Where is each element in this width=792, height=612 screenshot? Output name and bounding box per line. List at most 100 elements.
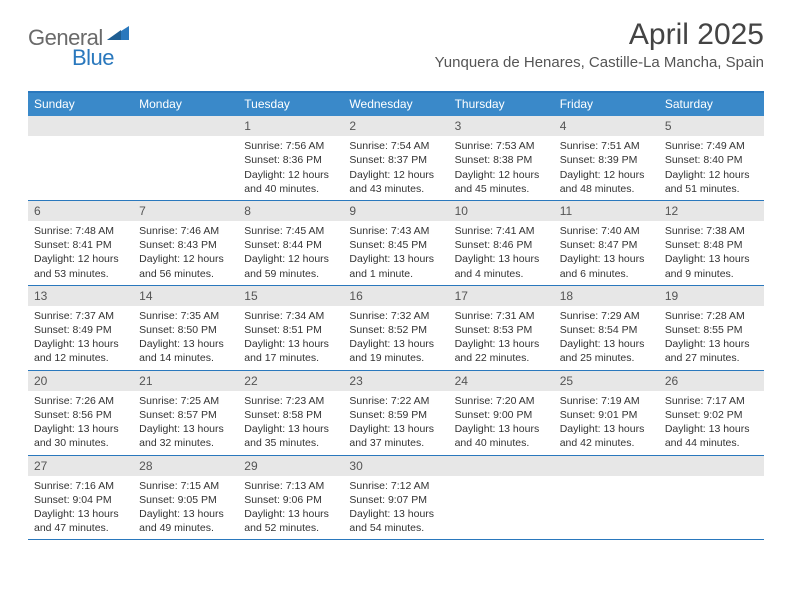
sunset-line: Sunset: 8:55 PM: [665, 323, 759, 337]
sunrise-line: Sunrise: 7:43 AM: [349, 224, 443, 238]
dow-header-sunday: Sunday: [28, 93, 133, 116]
sunrise-line: Sunrise: 7:20 AM: [455, 394, 549, 408]
week-row: 6Sunrise: 7:48 AMSunset: 8:41 PMDaylight…: [28, 201, 764, 286]
daylight-line: Daylight: 12 hours and 48 minutes.: [560, 168, 654, 196]
sunrise-line: Sunrise: 7:35 AM: [139, 309, 233, 323]
sunset-line: Sunset: 8:56 PM: [34, 408, 128, 422]
day-cell-28: 28Sunrise: 7:15 AMSunset: 9:05 PMDayligh…: [133, 456, 238, 540]
daylight-line: Daylight: 13 hours and 17 minutes.: [244, 337, 338, 365]
sunrise-line: Sunrise: 7:34 AM: [244, 309, 338, 323]
day-cell-10: 10Sunrise: 7:41 AMSunset: 8:46 PMDayligh…: [449, 201, 554, 285]
week-row: 27Sunrise: 7:16 AMSunset: 9:04 PMDayligh…: [28, 456, 764, 541]
daylight-line: Daylight: 13 hours and 1 minute.: [349, 252, 443, 280]
week-row: 20Sunrise: 7:26 AMSunset: 8:56 PMDayligh…: [28, 371, 764, 456]
day-number: 14: [133, 286, 238, 306]
day-number: 28: [133, 456, 238, 476]
sunset-line: Sunset: 8:57 PM: [139, 408, 233, 422]
daylight-line: Daylight: 13 hours and 9 minutes.: [665, 252, 759, 280]
day-cell-2: 2Sunrise: 7:54 AMSunset: 8:37 PMDaylight…: [343, 116, 448, 200]
daylight-line: Daylight: 12 hours and 40 minutes.: [244, 168, 338, 196]
day-details: Sunrise: 7:53 AMSunset: 8:38 PMDaylight:…: [449, 136, 554, 200]
sunrise-line: Sunrise: 7:46 AM: [139, 224, 233, 238]
sunrise-line: Sunrise: 7:49 AM: [665, 139, 759, 153]
sunset-line: Sunset: 8:40 PM: [665, 153, 759, 167]
day-details: Sunrise: 7:26 AMSunset: 8:56 PMDaylight:…: [28, 391, 133, 455]
sunset-line: Sunset: 8:53 PM: [455, 323, 549, 337]
day-number: 25: [554, 371, 659, 391]
sunrise-line: Sunrise: 7:41 AM: [455, 224, 549, 238]
sunrise-line: Sunrise: 7:53 AM: [455, 139, 549, 153]
day-number: 30: [343, 456, 448, 476]
day-details: Sunrise: 7:43 AMSunset: 8:45 PMDaylight:…: [343, 221, 448, 285]
empty-day-cell: [133, 116, 238, 200]
day-number: 24: [449, 371, 554, 391]
sunset-line: Sunset: 8:39 PM: [560, 153, 654, 167]
sunset-line: Sunset: 9:02 PM: [665, 408, 759, 422]
day-cell-9: 9Sunrise: 7:43 AMSunset: 8:45 PMDaylight…: [343, 201, 448, 285]
day-details: Sunrise: 7:28 AMSunset: 8:55 PMDaylight:…: [659, 306, 764, 370]
sunrise-line: Sunrise: 7:13 AM: [244, 479, 338, 493]
day-number: 15: [238, 286, 343, 306]
sunset-line: Sunset: 8:37 PM: [349, 153, 443, 167]
day-details: Sunrise: 7:35 AMSunset: 8:50 PMDaylight:…: [133, 306, 238, 370]
sunset-line: Sunset: 8:51 PM: [244, 323, 338, 337]
sunset-line: Sunset: 8:41 PM: [34, 238, 128, 252]
sunrise-line: Sunrise: 7:15 AM: [139, 479, 233, 493]
daylight-line: Daylight: 13 hours and 30 minutes.: [34, 422, 128, 450]
sunrise-line: Sunrise: 7:56 AM: [244, 139, 338, 153]
sunrise-line: Sunrise: 7:38 AM: [665, 224, 759, 238]
day-number: 4: [554, 116, 659, 136]
daylight-line: Daylight: 13 hours and 44 minutes.: [665, 422, 759, 450]
day-details: Sunrise: 7:56 AMSunset: 8:36 PMDaylight:…: [238, 136, 343, 200]
day-number: 29: [238, 456, 343, 476]
sunrise-line: Sunrise: 7:22 AM: [349, 394, 443, 408]
daylight-line: Daylight: 12 hours and 51 minutes.: [665, 168, 759, 196]
day-details: Sunrise: 7:13 AMSunset: 9:06 PMDaylight:…: [238, 476, 343, 540]
day-number: 5: [659, 116, 764, 136]
day-number: 21: [133, 371, 238, 391]
day-cell-5: 5 Sunrise: 7:49 AMSunset: 8:40 PMDaylight…: [659, 116, 764, 200]
week-row: 13Sunrise: 7:37 AMSunset: 8:49 PMDayligh…: [28, 286, 764, 371]
day-details: Sunrise: 7:54 AMSunset: 8:37 PMDaylight:…: [343, 136, 448, 200]
day-number: 22: [238, 371, 343, 391]
day-details: Sunrise: 7:45 AMSunset: 8:44 PMDaylight:…: [238, 221, 343, 285]
day-number: 16: [343, 286, 448, 306]
day-number: [554, 456, 659, 476]
day-details: Sunrise: 7:40 AMSunset: 8:47 PMDaylight:…: [554, 221, 659, 285]
day-cell-19: 19Sunrise: 7:28 AMSunset: 8:55 PMDayligh…: [659, 286, 764, 370]
day-cell-24: 24Sunrise: 7:20 AMSunset: 9:00 PMDayligh…: [449, 371, 554, 455]
day-cell-6: 6Sunrise: 7:48 AMSunset: 8:41 PMDaylight…: [28, 201, 133, 285]
daylight-line: Daylight: 13 hours and 6 minutes.: [560, 252, 654, 280]
sunset-line: Sunset: 8:38 PM: [455, 153, 549, 167]
day-cell-20: 20Sunrise: 7:26 AMSunset: 8:56 PMDayligh…: [28, 371, 133, 455]
sunset-line: Sunset: 8:54 PM: [560, 323, 654, 337]
day-cell-12: 12Sunrise: 7:38 AMSunset: 8:48 PMDayligh…: [659, 201, 764, 285]
sunrise-line: Sunrise: 7:54 AM: [349, 139, 443, 153]
sunset-line: Sunset: 8:47 PM: [560, 238, 654, 252]
day-cell-23: 23Sunrise: 7:22 AMSunset: 8:59 PMDayligh…: [343, 371, 448, 455]
day-cell-4: 4Sunrise: 7:51 AMSunset: 8:39 PMDaylight…: [554, 116, 659, 200]
day-details: Sunrise: 7:41 AMSunset: 8:46 PMDaylight:…: [449, 221, 554, 285]
day-cell-14: 14Sunrise: 7:35 AMSunset: 8:50 PMDayligh…: [133, 286, 238, 370]
sunrise-line: Sunrise: 7:45 AM: [244, 224, 338, 238]
day-number: 13: [28, 286, 133, 306]
sunrise-line: Sunrise: 7:17 AM: [665, 394, 759, 408]
day-cell-29: 29Sunrise: 7:13 AMSunset: 9:06 PMDayligh…: [238, 456, 343, 540]
day-cell-11: 11Sunrise: 7:40 AMSunset: 8:47 PMDayligh…: [554, 201, 659, 285]
day-cell-13: 13Sunrise: 7:37 AMSunset: 8:49 PMDayligh…: [28, 286, 133, 370]
day-details: Sunrise: 7:16 AMSunset: 9:04 PMDaylight:…: [28, 476, 133, 540]
sunset-line: Sunset: 8:58 PM: [244, 408, 338, 422]
daylight-line: Daylight: 13 hours and 42 minutes.: [560, 422, 654, 450]
sunset-line: Sunset: 9:00 PM: [455, 408, 549, 422]
sunset-line: Sunset: 8:36 PM: [244, 153, 338, 167]
day-details: Sunrise: 7:17 AMSunset: 9:02 PMDaylight:…: [659, 391, 764, 455]
sunset-line: Sunset: 8:46 PM: [455, 238, 549, 252]
day-cell-26: 26Sunrise: 7:17 AMSunset: 9:02 PMDayligh…: [659, 371, 764, 455]
day-cell-3: 3Sunrise: 7:53 AMSunset: 8:38 PMDaylight…: [449, 116, 554, 200]
daylight-line: Daylight: 13 hours and 22 minutes.: [455, 337, 549, 365]
day-number: 19: [659, 286, 764, 306]
day-number: 17: [449, 286, 554, 306]
dow-header-row: SundayMondayTuesdayWednesdayThursdayFrid…: [28, 93, 764, 116]
sunrise-line: Sunrise: 7:28 AM: [665, 309, 759, 323]
day-number: 10: [449, 201, 554, 221]
